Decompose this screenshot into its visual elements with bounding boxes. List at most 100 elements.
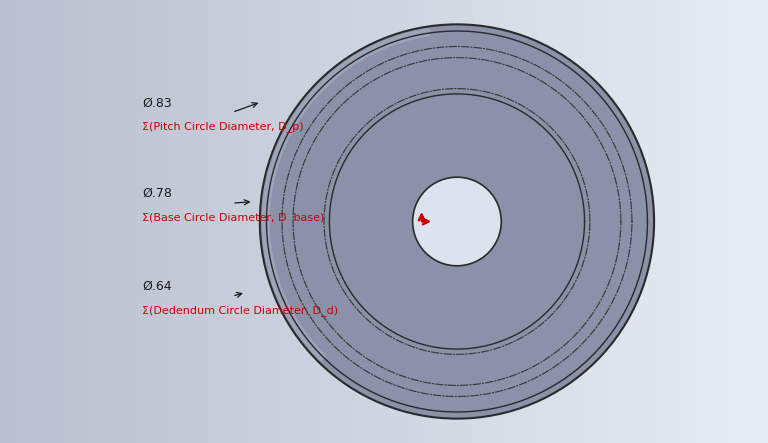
Bar [205, 0, 207, 443]
Bar [164, 0, 167, 443]
Bar [443, 0, 445, 443]
Bar [105, 0, 108, 443]
Bar [351, 0, 353, 443]
Bar [663, 0, 666, 443]
Text: Σ(Dedendum Circle Diameter, D_d): Σ(Dedendum Circle Diameter, D_d) [142, 305, 338, 316]
Bar [333, 0, 336, 443]
Bar [471, 0, 474, 443]
Bar [402, 0, 405, 443]
Bar [435, 0, 438, 443]
Bar [74, 0, 77, 443]
Bar [386, 0, 389, 443]
Bar [420, 0, 422, 443]
Bar [714, 0, 717, 443]
Bar [69, 0, 71, 443]
Bar [551, 0, 553, 443]
Bar [620, 0, 622, 443]
Bar [141, 0, 144, 443]
Bar [190, 0, 192, 443]
Bar [394, 0, 397, 443]
Bar [428, 0, 430, 443]
Bar [356, 0, 359, 443]
Bar [717, 0, 720, 443]
Bar [482, 0, 484, 443]
Bar [279, 0, 282, 443]
Bar [755, 0, 758, 443]
Bar [758, 0, 760, 443]
Bar [294, 0, 297, 443]
Bar [243, 0, 246, 443]
Bar [187, 0, 190, 443]
Bar [115, 0, 118, 443]
Bar [674, 0, 676, 443]
Bar [522, 0, 525, 443]
Bar [346, 0, 348, 443]
Bar [125, 0, 128, 443]
Bar [528, 0, 530, 443]
Bar [612, 0, 614, 443]
Bar [581, 0, 584, 443]
Bar [584, 0, 586, 443]
Bar [161, 0, 164, 443]
Bar [94, 0, 98, 443]
Bar [571, 0, 574, 443]
Bar [622, 0, 624, 443]
Bar [148, 0, 151, 443]
Bar [530, 0, 532, 443]
Bar [41, 0, 44, 443]
Bar [290, 0, 292, 443]
Bar [417, 0, 420, 443]
Bar [548, 0, 551, 443]
Bar [379, 0, 382, 443]
Bar [307, 0, 310, 443]
Bar [745, 0, 747, 443]
Bar [405, 0, 407, 443]
Bar [292, 0, 294, 443]
Bar [156, 0, 159, 443]
Bar [230, 0, 233, 443]
Bar [722, 0, 724, 443]
Bar [192, 0, 194, 443]
Bar [412, 0, 415, 443]
Bar [686, 0, 689, 443]
Bar [338, 0, 340, 443]
Bar [643, 0, 645, 443]
Bar [453, 0, 455, 443]
Bar [131, 0, 133, 443]
Bar [336, 0, 338, 443]
Bar [502, 0, 505, 443]
Bar [635, 0, 637, 443]
Bar [15, 0, 18, 443]
Bar [98, 0, 100, 443]
Bar [650, 0, 653, 443]
Bar [701, 0, 704, 443]
Bar [532, 0, 535, 443]
Bar [92, 0, 94, 443]
Bar [369, 0, 371, 443]
Bar [297, 0, 300, 443]
Bar [645, 0, 647, 443]
Bar [121, 0, 123, 443]
Bar [0, 0, 2, 443]
Bar [578, 0, 581, 443]
Bar [179, 0, 182, 443]
Bar [699, 0, 701, 443]
Bar [300, 0, 302, 443]
Text: Ø.83: Ø.83 [142, 97, 172, 109]
Bar [422, 0, 425, 443]
Bar [632, 0, 635, 443]
Bar [476, 0, 478, 443]
Bar [389, 0, 392, 443]
Bar [340, 0, 343, 443]
Bar [576, 0, 578, 443]
Bar [760, 0, 763, 443]
Bar [2, 0, 5, 443]
Bar [727, 0, 730, 443]
Bar [44, 0, 46, 443]
Bar [474, 0, 476, 443]
Bar [440, 0, 443, 443]
Bar [455, 0, 458, 443]
Bar [184, 0, 187, 443]
Bar [320, 0, 323, 443]
Bar [750, 0, 753, 443]
